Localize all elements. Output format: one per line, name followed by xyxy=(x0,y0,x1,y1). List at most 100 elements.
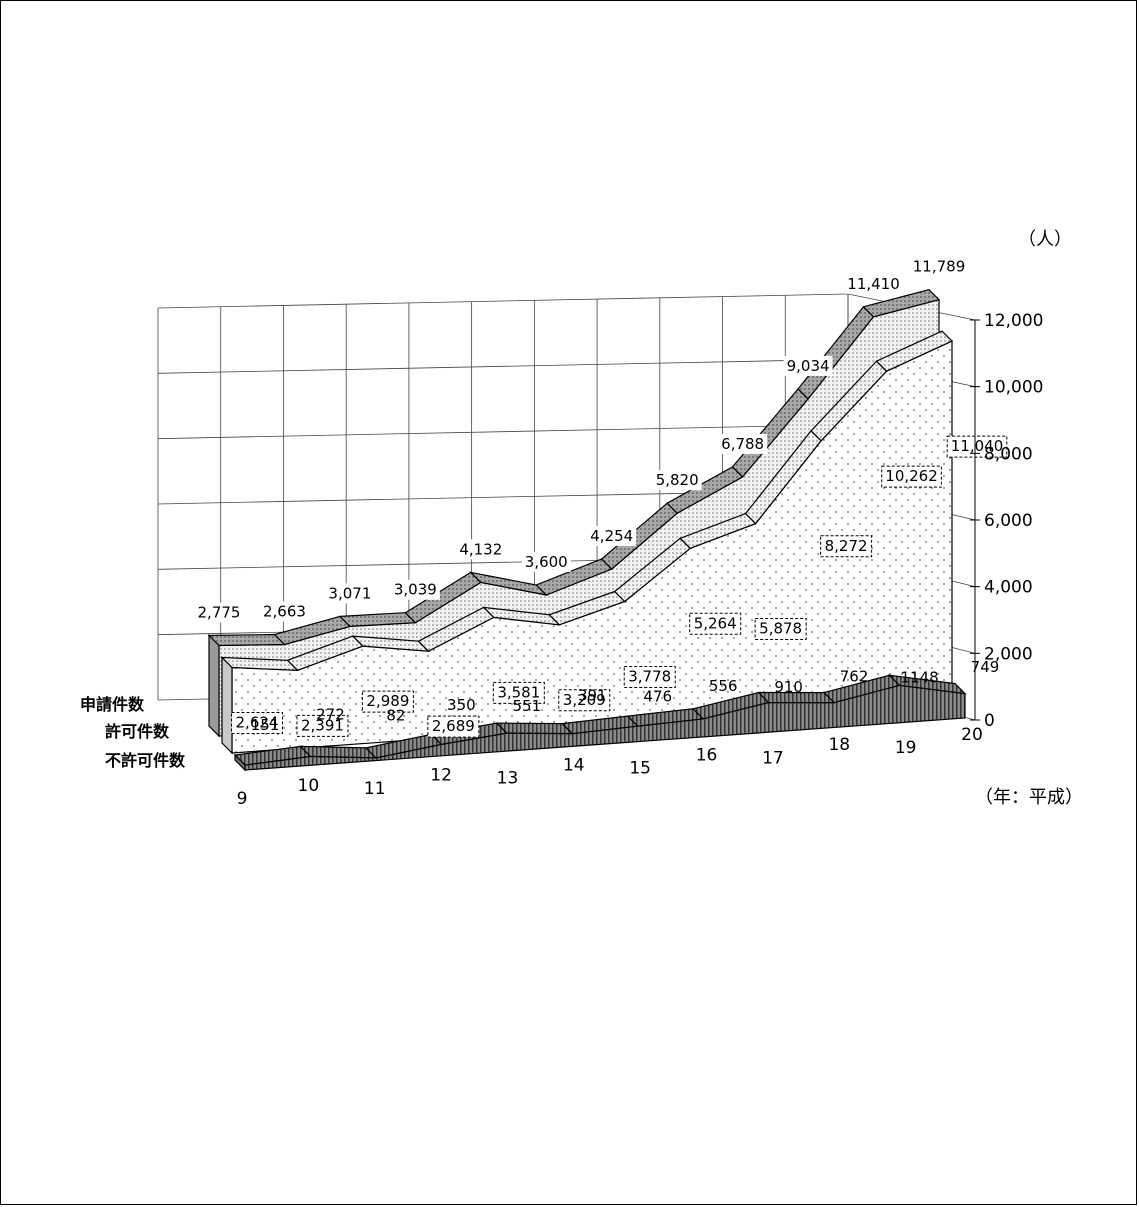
grid-line-horizontal xyxy=(157,293,849,309)
data-label-box xyxy=(492,681,545,704)
series-label-3: 不許可件数 xyxy=(105,751,186,770)
data-label-bg xyxy=(783,355,833,376)
data-label-1: 3,071 xyxy=(328,584,371,602)
series-2-ribbon xyxy=(220,330,954,755)
data-label-box xyxy=(296,714,349,737)
x-tick-label: 14 xyxy=(563,756,585,776)
x-tick-label: 10 xyxy=(298,776,320,796)
data-label-3: 749 xyxy=(971,658,1000,676)
data-label-2: 3,209 xyxy=(563,691,606,709)
data-label-bg xyxy=(259,601,309,622)
data-label-3: 556 xyxy=(709,677,738,695)
data-label-3: 350 xyxy=(447,696,476,714)
data-label-1: 2,663 xyxy=(263,602,306,620)
y-tick-label: 8,000 xyxy=(984,444,1033,464)
data-label-bg xyxy=(718,433,768,454)
data-label-box xyxy=(881,465,942,488)
data-label-bg xyxy=(652,470,702,491)
data-label-bg xyxy=(390,579,440,600)
y-tick-label: 0 xyxy=(984,711,995,731)
data-label-2: 3,581 xyxy=(497,683,540,701)
data-label-2: 5,264 xyxy=(694,614,737,632)
x-tick-label: 12 xyxy=(430,766,452,786)
data-label-2: 2,624 xyxy=(236,713,279,731)
data-label-box xyxy=(361,690,414,713)
data-label-bg xyxy=(521,552,571,573)
data-label-box xyxy=(558,689,611,712)
series-2-segment xyxy=(875,330,954,372)
data-label-1: 11,410 xyxy=(847,275,900,293)
series-1-segment xyxy=(862,289,941,318)
x-tick-label: 20 xyxy=(961,725,983,745)
data-label-box xyxy=(689,612,742,635)
data-label-box xyxy=(231,711,283,734)
data-label-1: 4,132 xyxy=(459,540,502,558)
data-label-box xyxy=(820,535,873,558)
data-label-1: 9,034 xyxy=(787,357,830,375)
series-1-end-cap xyxy=(208,634,220,738)
series-2-end-cap xyxy=(221,656,233,755)
grid-line-horizontal xyxy=(157,358,849,374)
data-label-2: 11,040 xyxy=(951,437,1004,455)
series-3-segment xyxy=(495,722,574,735)
series-1-segment xyxy=(207,633,286,647)
y-tick-label: 6,000 xyxy=(984,511,1033,531)
grid-line-horizontal xyxy=(157,424,849,440)
data-label-2: 2,391 xyxy=(301,716,344,734)
series-3-ribbon xyxy=(233,674,967,772)
x-tick-label: 15 xyxy=(629,758,651,778)
data-label-bg xyxy=(910,256,968,277)
series-3-end-cap xyxy=(234,753,246,772)
y-tick-label: 10,000 xyxy=(984,378,1043,398)
data-label-box xyxy=(946,435,1008,458)
data-label-2: 2,689 xyxy=(432,717,475,735)
data-label-1: 5,820 xyxy=(656,471,699,489)
data-label-2: 2,989 xyxy=(366,692,409,710)
data-label-bg xyxy=(456,539,506,560)
series-label-2: 許可件数 xyxy=(105,722,170,741)
data-label-3: 762 xyxy=(840,667,869,685)
data-label-bg xyxy=(587,525,637,546)
data-label-1: 3,600 xyxy=(525,553,568,571)
series-3-segment xyxy=(299,745,378,759)
data-label-bg xyxy=(194,602,244,623)
data-label-3: 476 xyxy=(643,688,672,706)
data-label-3: 272 xyxy=(316,705,345,723)
data-label-1: 11,789 xyxy=(913,258,966,276)
data-label-box xyxy=(427,715,480,738)
series-3-segment xyxy=(887,674,967,695)
data-label-box xyxy=(754,618,807,641)
series-label-1: 申請件数 xyxy=(80,695,145,714)
x-tick-label: 13 xyxy=(497,769,519,789)
x-tick-label: 17 xyxy=(762,748,784,768)
data-label-2: 5,878 xyxy=(759,620,802,638)
data-label-box xyxy=(623,665,676,688)
y-tick-label: 12,000 xyxy=(984,311,1043,331)
x-tick-label: 16 xyxy=(696,745,718,765)
data-label-3: 1148 xyxy=(900,669,938,687)
data-label-bg xyxy=(844,273,903,294)
x-unit-label: （年：平成） xyxy=(975,787,1083,808)
data-label-1: 4,254 xyxy=(590,527,633,545)
x-tick-label: 19 xyxy=(895,738,917,758)
data-label-1: 6,788 xyxy=(721,435,764,453)
data-label-1: 3,039 xyxy=(394,581,437,599)
y-tick-label: 4,000 xyxy=(984,578,1033,598)
y-unit-label: （人） xyxy=(1018,229,1072,250)
x-tick-label: 9 xyxy=(237,789,248,809)
data-label-3: 551 xyxy=(512,697,541,715)
data-label-3: 910 xyxy=(774,678,803,696)
x-tick-label: 11 xyxy=(364,779,386,799)
data-label-3: 391 xyxy=(578,686,607,704)
data-label-2: 10,262 xyxy=(885,467,938,485)
data-label-3: 151 xyxy=(251,716,280,734)
data-label-1: 2,775 xyxy=(198,604,241,622)
data-label-3: 82 xyxy=(386,707,405,725)
data-label-bg xyxy=(325,583,375,604)
data-label-2: 8,272 xyxy=(825,537,868,555)
y-tick-label: 2,000 xyxy=(984,644,1033,664)
data-label-2: 3,778 xyxy=(628,667,671,685)
x-tick-label: 18 xyxy=(828,735,850,755)
